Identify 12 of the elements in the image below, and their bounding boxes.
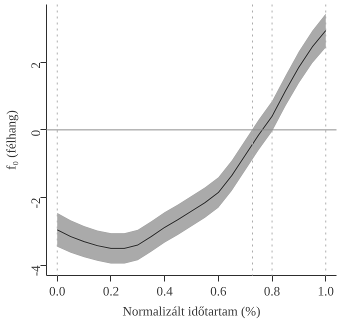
x-tick-label: 0.8 [264, 284, 280, 298]
x-tick-label: 1.0 [318, 284, 334, 298]
y-tick-label: 0 [28, 130, 43, 136]
x-tick-label: 0.6 [210, 284, 227, 298]
x-tick-label: 0.0 [49, 284, 66, 298]
x-axis-title: Normalizált időtartam (%) [122, 304, 260, 318]
x-tick-label: 0.2 [102, 284, 120, 298]
y-tick-label: -2 [28, 198, 43, 208]
y-tick-label: -4 [28, 264, 43, 276]
y-tick-label: 2 [28, 62, 43, 69]
x-tick-label: 0.4 [156, 284, 174, 298]
y-axis-title: f₀ (félhang) [4, 110, 18, 170]
